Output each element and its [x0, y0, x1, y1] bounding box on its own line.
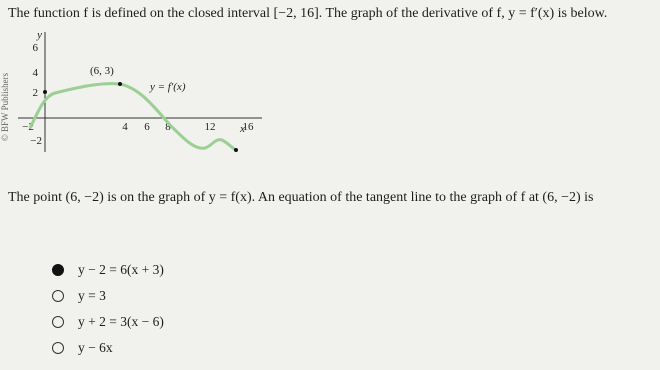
radio-button[interactable]	[52, 316, 64, 328]
point	[234, 148, 238, 152]
question-prompt: The point (6, −2) is on the graph of y =…	[8, 190, 594, 205]
option-text: y = 3	[78, 288, 106, 303]
point-label: (6, 3)	[90, 65, 114, 77]
graph: © BFW Publishers y x 6 4 2 −2 −2 4 6 8 1…	[0, 29, 262, 152]
x-tick-label: 8	[165, 121, 171, 133]
x-tick-label: 4	[122, 121, 128, 133]
watermark: © BFW Publishers	[0, 72, 10, 141]
x-tick-label: −2	[22, 121, 34, 133]
option[interactable]: y = 3	[52, 288, 106, 304]
option[interactable]: y − 2 = 6(x + 3)	[52, 262, 164, 278]
curve-label: y = f′(x)	[149, 81, 186, 93]
x-axis-label: x	[239, 123, 245, 135]
option-text: y + 2 = 3(x − 6)	[78, 314, 164, 329]
x-tick-label: 16	[243, 121, 255, 133]
x-tick-label: 6	[144, 121, 150, 133]
point	[43, 90, 47, 94]
option-text: y − 6x	[78, 340, 113, 355]
y-tick-label: 6	[33, 42, 39, 54]
radio-button[interactable]	[52, 342, 64, 354]
question-stem: The function f is defined on the closed …	[8, 6, 608, 21]
option[interactable]: y − 6x	[52, 340, 113, 356]
option-text: y − 2 = 6(x + 3)	[78, 262, 164, 277]
x-tick-label: 12	[205, 121, 216, 133]
y-axis-label: y	[36, 29, 42, 41]
y-tick-label: 2	[33, 87, 39, 99]
radio-button[interactable]	[52, 264, 64, 276]
y-tick-label: 4	[33, 67, 39, 79]
point	[118, 82, 122, 86]
curve	[28, 82, 237, 152]
radio-button[interactable]	[52, 290, 64, 302]
option[interactable]: y + 2 = 3(x − 6)	[52, 314, 164, 330]
y-tick-label: −2	[30, 135, 42, 147]
